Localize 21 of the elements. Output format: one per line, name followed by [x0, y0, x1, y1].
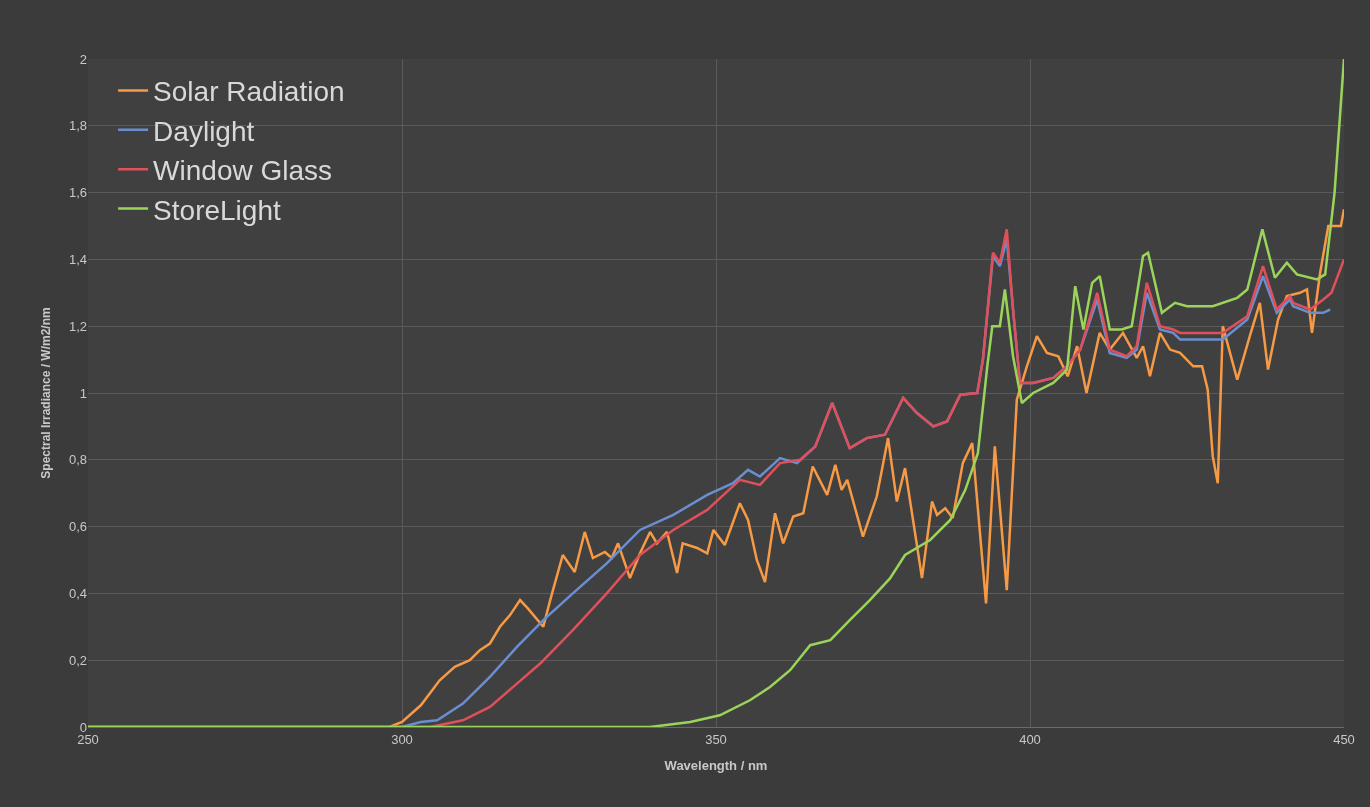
x-tick-label: 450 [1333, 731, 1355, 747]
y-axis-title: Spectral Irradiance / W/m2/nm [39, 307, 54, 479]
y-tick-label: 1 [79, 385, 87, 401]
legend-label: Window Glass [153, 155, 333, 187]
x-tick-label: 300 [391, 731, 413, 747]
x-tick-label: 350 [705, 731, 727, 747]
x-axis-title: Wavelength / nm [664, 758, 768, 774]
y-tick-label: 0,6 [68, 519, 87, 535]
y-tick-label: 0,8 [68, 452, 87, 468]
y-tick-label: 1,8 [68, 118, 87, 134]
y-tick-label: 0,2 [68, 652, 87, 668]
y-tick-label: 1,6 [68, 185, 87, 201]
legend-label: Solar Radiation [153, 76, 345, 108]
y-tick-label: 0,4 [68, 585, 87, 601]
y-tick-label: 1,2 [68, 318, 87, 334]
legend-label: Daylight [153, 115, 255, 147]
y-tick-label: 2 [79, 51, 87, 67]
line-series [88, 59, 1344, 727]
y-tick-label: 1,4 [68, 251, 87, 267]
x-tick-label: 400 [1019, 731, 1041, 747]
legend-label: StoreLight [153, 194, 281, 226]
